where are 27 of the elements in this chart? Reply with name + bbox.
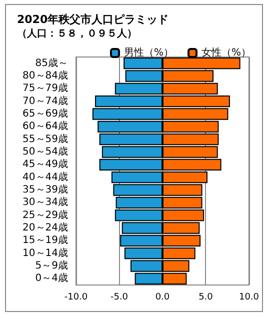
- y-tick-label: 0～4歳: [35, 272, 68, 284]
- y-tick-label: 20～24歳: [22, 222, 68, 234]
- y-tick-label: 75～79歳: [22, 82, 68, 94]
- y-tick-label: 45～49歳: [22, 158, 68, 170]
- y-tick-label: 30～34歳: [22, 196, 68, 208]
- y-tick-label: 10～14歳: [22, 246, 68, 259]
- legend-label: 男性（%）: [124, 46, 174, 58]
- y-tick-label: 60～64歳: [22, 120, 68, 132]
- chart-subtitle: （人口：５８，０９５人）: [17, 28, 137, 40]
- x-tick-label: 5.0: [198, 292, 214, 302]
- y-tick-label: 85歳～: [35, 56, 68, 69]
- y-tick-label: 65～69歳: [22, 108, 68, 120]
- y-tick-label: 80～84歳: [22, 70, 68, 82]
- y-tick-label: 15～19歳: [22, 234, 68, 246]
- y-tick-label: 50～54歳: [22, 146, 68, 158]
- x-tick-label: -5.0: [110, 292, 128, 302]
- chart-title: 2020年秩父市人口ピラミッド: [17, 13, 169, 26]
- y-tick-label: 40～44歳: [22, 170, 68, 183]
- y-tick-label: 5～9歳: [35, 260, 68, 272]
- x-tick-label: 0.0: [155, 292, 170, 302]
- y-tick-label: 55～59歳: [22, 132, 68, 145]
- y-tick-label: 35～39歳: [22, 184, 68, 196]
- x-tick-label: 10.0: [238, 292, 260, 302]
- legend-label: 女性（%）: [202, 46, 252, 58]
- y-tick-label: 25～29歳: [22, 208, 68, 221]
- y-tick-label: 70～74歳: [22, 94, 68, 107]
- x-tick-label: -10.0: [64, 292, 88, 302]
